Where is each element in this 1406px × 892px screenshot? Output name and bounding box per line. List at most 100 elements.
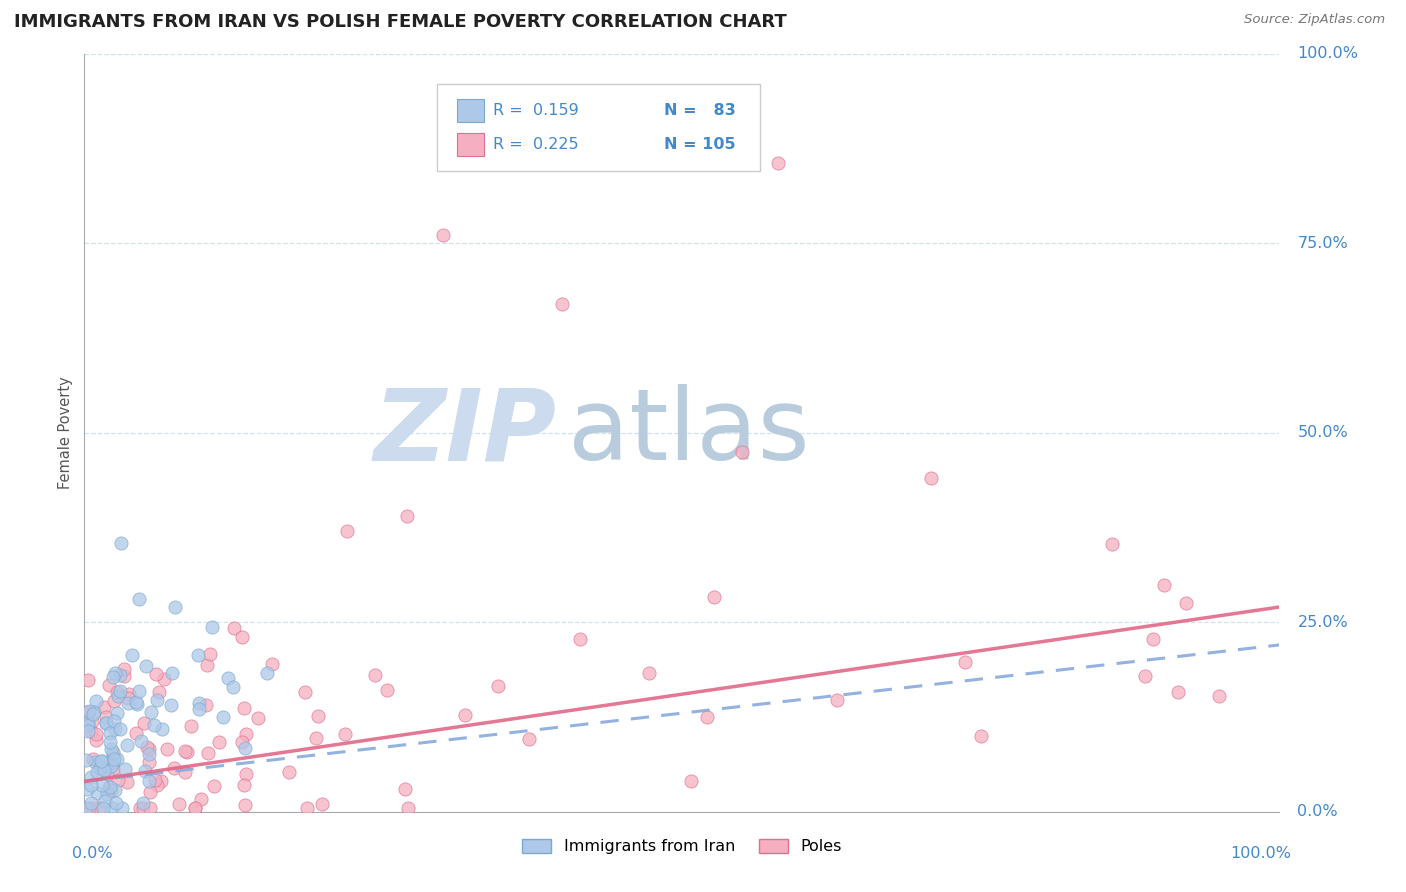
Point — [117, 691, 139, 706]
Point — [231, 735, 253, 749]
Point — [297, 801, 319, 815]
Text: N = 105: N = 105 — [664, 137, 735, 152]
Point — [124, 695, 146, 709]
Point — [188, 702, 211, 716]
Point — [91, 759, 114, 773]
Point — [247, 711, 270, 725]
Point — [117, 738, 139, 752]
Point — [80, 770, 103, 784]
Point — [145, 693, 167, 707]
Point — [145, 667, 167, 681]
Point — [135, 659, 157, 673]
Point — [176, 745, 198, 759]
Point — [138, 774, 160, 789]
Point — [83, 705, 105, 719]
Point — [114, 763, 136, 777]
Point — [167, 797, 190, 812]
FancyBboxPatch shape — [437, 84, 759, 171]
Point — [188, 696, 211, 710]
Point — [394, 782, 416, 797]
Point — [1153, 578, 1175, 592]
Point — [98, 780, 121, 794]
Point — [208, 735, 231, 749]
Point — [731, 444, 754, 458]
Point — [202, 779, 225, 793]
Point — [125, 726, 148, 740]
FancyBboxPatch shape — [457, 133, 484, 156]
Point — [128, 592, 150, 607]
Text: Source: ZipAtlas.com: Source: ZipAtlas.com — [1244, 13, 1385, 27]
Point — [118, 687, 141, 701]
Point — [91, 755, 114, 769]
Point — [212, 709, 235, 723]
Point — [145, 773, 167, 788]
Point — [703, 590, 725, 604]
Point — [696, 709, 718, 723]
Point — [139, 706, 162, 720]
Point — [146, 778, 169, 792]
Text: ZIP: ZIP — [374, 384, 557, 481]
Point — [129, 801, 152, 815]
Point — [103, 752, 125, 766]
Point — [135, 739, 157, 754]
Point — [132, 796, 155, 810]
Point — [1174, 596, 1197, 610]
Point — [96, 767, 118, 781]
Point — [110, 535, 132, 549]
Point — [96, 787, 118, 801]
Point — [80, 778, 103, 792]
Point — [134, 764, 156, 778]
Point — [486, 679, 509, 693]
Point — [93, 764, 115, 778]
Point — [953, 655, 976, 669]
Point — [132, 801, 155, 815]
Point — [107, 772, 129, 787]
Point — [195, 698, 218, 712]
Point — [90, 761, 112, 775]
Point — [138, 747, 160, 762]
Point — [89, 801, 111, 815]
Point — [1142, 632, 1164, 646]
Point — [138, 755, 160, 769]
Point — [77, 704, 100, 718]
Point — [305, 731, 328, 746]
Point — [93, 763, 115, 777]
Point — [103, 745, 125, 759]
Point — [569, 632, 592, 647]
Point — [143, 718, 166, 732]
Point — [105, 685, 128, 699]
Point — [76, 706, 98, 721]
Point — [187, 648, 209, 663]
Point — [139, 801, 162, 815]
Point — [139, 785, 162, 799]
Point — [80, 796, 103, 810]
Text: 75.0%: 75.0% — [1298, 235, 1348, 251]
Point — [163, 599, 186, 614]
Point — [103, 694, 125, 708]
Point — [336, 524, 359, 539]
Point — [679, 774, 702, 789]
Point — [115, 774, 138, 789]
Point — [127, 697, 149, 711]
Point — [98, 726, 121, 740]
Point — [100, 758, 122, 772]
Point — [84, 733, 107, 747]
Point — [77, 714, 100, 729]
Point — [551, 297, 574, 311]
Text: R =  0.225: R = 0.225 — [494, 137, 579, 152]
Point — [82, 752, 104, 766]
Point — [132, 715, 155, 730]
Point — [108, 668, 131, 682]
Point — [311, 797, 333, 812]
Text: N =   83: N = 83 — [664, 103, 735, 118]
Point — [453, 707, 475, 722]
Point — [101, 801, 124, 815]
Point — [278, 765, 301, 780]
Point — [84, 755, 107, 769]
Point — [180, 719, 202, 733]
Point — [174, 764, 197, 779]
Point — [232, 778, 254, 792]
Point — [100, 782, 122, 797]
Point — [375, 683, 398, 698]
Point — [107, 706, 129, 721]
